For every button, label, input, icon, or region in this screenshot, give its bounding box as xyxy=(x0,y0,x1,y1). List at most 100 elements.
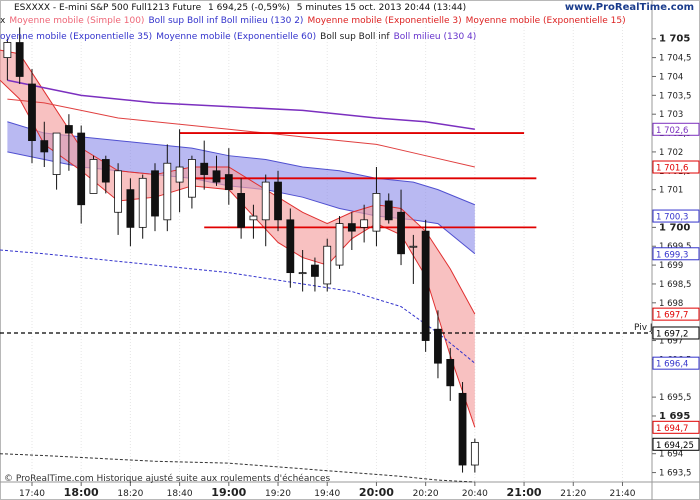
y-tick-label: 1 694 xyxy=(659,450,683,460)
price-badge-box xyxy=(652,437,700,451)
candle-down xyxy=(458,392,467,466)
candle-down xyxy=(347,223,356,232)
candle-up xyxy=(249,215,258,221)
price-badge-label: 1 701,6 xyxy=(656,164,688,174)
candle-down xyxy=(15,42,24,77)
candle-up xyxy=(261,181,270,221)
y-tick-label: 1 698,5 xyxy=(659,280,691,290)
candle-up xyxy=(335,223,344,266)
purple-moving-average xyxy=(7,79,475,131)
candle-down xyxy=(434,328,442,364)
y-tick-label: 1 693,5 xyxy=(659,469,691,479)
price-badge-label: 1 694,7 xyxy=(656,424,688,434)
chart-header-line1: ESXXXX - E-mini S&P 500 Full1213 Future … xyxy=(0,2,470,14)
candle-down xyxy=(274,181,282,221)
x-tick-label: 19:20 xyxy=(265,489,291,499)
candle-down xyxy=(286,219,295,274)
x-tick-label: 21:20 xyxy=(560,489,586,499)
candle-down xyxy=(421,230,430,341)
x-tick-label: 18:20 xyxy=(117,489,143,499)
candle-up xyxy=(188,159,196,198)
candle-down xyxy=(101,159,110,183)
y-tick-label: 1 698 xyxy=(659,299,683,309)
y-tick-label: 1 699 xyxy=(659,261,683,271)
candle-down xyxy=(446,358,455,387)
candle-up xyxy=(372,193,381,232)
y-tick-label: 1 699,5 xyxy=(659,242,691,252)
x-tick-label: 21:00 xyxy=(507,486,542,499)
candle-down xyxy=(64,125,73,134)
horizontal-levels[interactable] xyxy=(179,132,537,229)
candle-up xyxy=(52,132,61,175)
x-tick-label: 20:20 xyxy=(413,489,439,499)
y-tick-label: 1 697 xyxy=(659,337,683,347)
price-badge-box xyxy=(652,420,700,434)
price-badge-box xyxy=(652,247,700,261)
candle-up xyxy=(138,177,147,228)
candle-down xyxy=(212,170,221,183)
candle-down xyxy=(397,211,405,255)
x-tick-label: 19:40 xyxy=(314,489,340,499)
x-tick-label: 18:40 xyxy=(167,489,193,499)
candle-down xyxy=(40,140,49,153)
candle-up xyxy=(3,42,12,59)
x-tick-label: 20:40 xyxy=(462,489,488,499)
x-axis: 17:40 18:00 18:20 18:40 19:00 19:20 19:40 20:00… xyxy=(19,482,636,499)
candle-down xyxy=(224,174,233,191)
price-badge-box xyxy=(652,209,700,223)
candle-down xyxy=(237,193,246,228)
price-badge-label: 1 697,7 xyxy=(656,311,688,321)
x-tick-label: 19:00 xyxy=(211,486,246,499)
price-badges: 1 702,6 1 701,6 1 700,3 1 699,3 1 697,7 1 697… xyxy=(652,122,700,451)
candles xyxy=(3,27,479,473)
y-tick-label: 1 700 xyxy=(659,222,690,233)
candle-down xyxy=(311,264,319,277)
y-tick-label: 1 695,5 xyxy=(659,393,691,403)
candle-up xyxy=(163,162,172,221)
y-tick-label: 1 703 xyxy=(659,110,683,120)
price-badge-label: 1 696,4 xyxy=(656,360,688,370)
y-tick-label: 1 703,5 xyxy=(659,91,691,101)
price-badge-box xyxy=(652,326,700,340)
legend-item: Boll sup Boll inf xyxy=(320,32,390,42)
candle-down xyxy=(126,189,135,228)
legend-item: Moyenne mobile (Simple 100) xyxy=(9,16,145,26)
timeframe-date: 5 minutes 15 oct. 2013 20:44 (13:44) xyxy=(296,3,467,13)
candle-up xyxy=(175,166,184,183)
price-badge-label: 1 700,3 xyxy=(656,213,688,223)
y-tick-label: 1 704 xyxy=(659,72,683,82)
legend-item: oyenne mobile (Exponentielle 35) xyxy=(0,32,153,42)
footer-note: © ProRealTime.com Historique ajusté suit… xyxy=(4,474,331,484)
price-badge-box xyxy=(652,160,700,174)
legend-item: Moyenne mobile (Exponentielle 15) xyxy=(465,16,626,26)
indicator-legend-line2: oyenne mobile (Exponentielle 35) Moyenne … xyxy=(0,31,480,43)
candle-down xyxy=(28,83,36,142)
price-badge-box xyxy=(652,307,700,321)
y-tick-label: 1 704,5 xyxy=(659,54,691,64)
candle-down xyxy=(151,170,159,217)
candle-up xyxy=(89,159,98,194)
price-badge-label: 1 697,2 xyxy=(656,329,688,339)
candle-down xyxy=(384,200,393,221)
pivot-label: Piv J xyxy=(634,323,653,333)
y-tick-label: 1 695 xyxy=(659,411,690,422)
dark-dashed-lower xyxy=(0,453,475,483)
candle-down xyxy=(200,162,209,175)
candle-up xyxy=(360,219,369,228)
blue-band xyxy=(7,121,475,254)
y-tick-label: 1 705 xyxy=(659,34,690,45)
indicator-lines: Piv J xyxy=(0,79,653,483)
y-tick-label: 1 701 xyxy=(659,186,683,196)
price-badge-label: 1 699,3 xyxy=(656,250,688,260)
x-tick-label: 20:00 xyxy=(359,486,394,499)
x-tick-label: 17:40 xyxy=(19,489,45,499)
indicator-legend-line1: x Moyenne mobile (Simple 100) Boll sup Bol… xyxy=(0,15,630,27)
price-badge-label: 1 702,6 xyxy=(656,126,688,136)
symbol-title: ESXXXX - E-mini S&P 500 Full1213 Future xyxy=(14,3,202,13)
y-tick-label: 1 702 xyxy=(659,148,683,158)
legend-item: Boll sup Boll inf Boll milieu (130 2) xyxy=(148,16,304,26)
legend-item: Boll milieu (130 4) xyxy=(393,32,477,42)
blue-dashed-upper xyxy=(0,249,476,364)
